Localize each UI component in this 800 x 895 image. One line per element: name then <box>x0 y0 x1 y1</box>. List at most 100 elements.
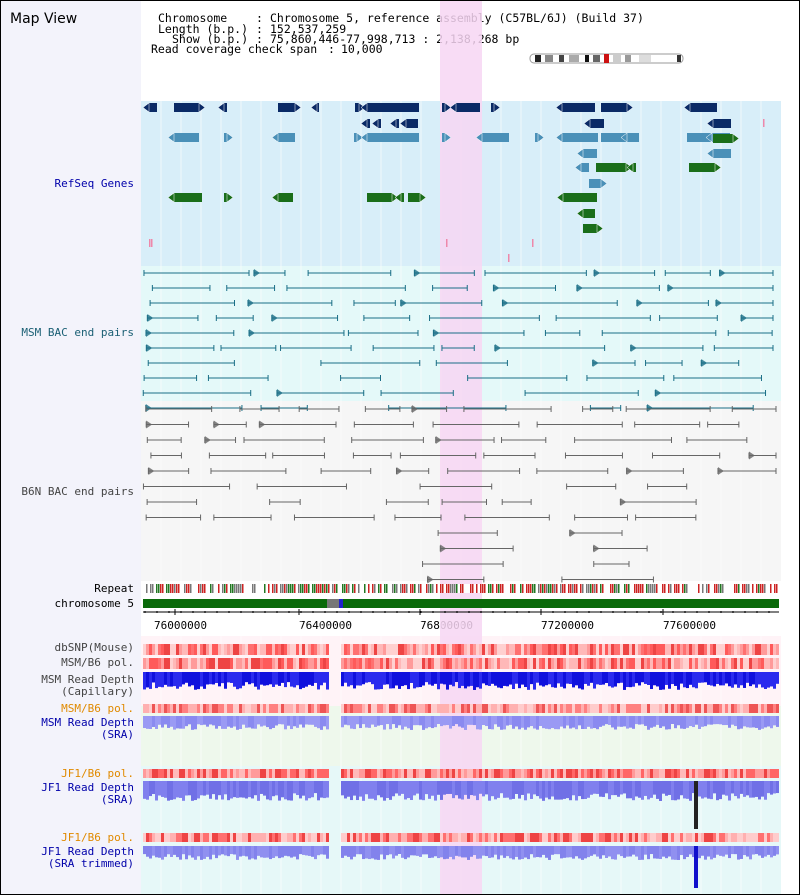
polymorphism-cell <box>212 704 215 713</box>
refseq-tick <box>763 119 765 127</box>
gene-feature <box>174 133 199 142</box>
read-depth-bar <box>689 781 692 801</box>
read-depth-bar <box>530 846 533 855</box>
polymorphism-cell <box>425 704 428 713</box>
polymorphism-cell <box>314 658 317 669</box>
polymorphism-cell <box>605 658 608 669</box>
polymorphism-cell <box>596 704 599 713</box>
read-depth-bar <box>266 846 269 858</box>
polymorphism-cell <box>461 833 464 842</box>
read-depth-bar <box>701 716 704 727</box>
polymorphism-cell <box>368 658 371 669</box>
repeat-feature <box>618 584 620 593</box>
read-depth-bar <box>158 672 161 687</box>
polymorphism-cell <box>617 769 620 778</box>
polymorphism-cell <box>251 833 254 842</box>
polymorphism-cell <box>143 769 146 778</box>
polymorphism-cell <box>467 644 470 655</box>
polymorphism-cell <box>413 658 416 669</box>
read-depth-bar <box>584 781 587 800</box>
repeat-feature <box>354 584 356 593</box>
repeat-feature <box>386 584 388 593</box>
polymorphism-cell <box>665 658 668 669</box>
show-label: Show (b.p.) <box>172 32 249 46</box>
read-depth-bar <box>272 716 275 728</box>
read-depth-bar <box>407 781 410 799</box>
read-depth-bar <box>590 846 593 856</box>
read-depth-bar <box>197 672 200 690</box>
gene-arrow <box>714 162 722 173</box>
read-depth-bar <box>659 672 662 690</box>
read-depth-bar <box>290 846 293 858</box>
read-depth-bar <box>293 672 296 688</box>
polymorphism-cell <box>290 658 293 669</box>
polymorphism-cell <box>383 704 386 713</box>
polymorphism-cell <box>530 704 533 713</box>
polymorphism-cell <box>626 644 629 655</box>
read-depth-bar <box>401 716 404 730</box>
read-depth-bar <box>167 672 170 687</box>
polymorphism-cell <box>215 833 218 842</box>
repeat-feature <box>236 584 238 593</box>
read-depth-bar <box>497 672 500 688</box>
polymorphism-cell <box>635 704 638 713</box>
read-depth-bar <box>455 716 458 725</box>
read-depth-bar <box>671 716 674 725</box>
polymorphism-cell <box>239 704 242 713</box>
polymorphism-cell <box>677 644 680 655</box>
polymorphism-cell <box>251 658 254 669</box>
read-depth-bar <box>305 846 308 856</box>
repeat-feature <box>576 584 578 593</box>
read-depth-bar <box>455 846 458 856</box>
genome-track-canvas[interactable] <box>141 1 782 894</box>
polymorphism-cell <box>173 658 176 669</box>
repeat-feature <box>172 584 174 593</box>
repeat-feature <box>302 584 304 593</box>
polymorphism-cell <box>176 769 179 778</box>
polymorphism-cell <box>209 704 212 713</box>
polymorphism-cell <box>371 769 374 778</box>
polymorphism-cell <box>650 704 653 713</box>
read-depth-bar <box>575 781 578 801</box>
read-depth-bar <box>593 781 596 794</box>
read-depth-bar <box>743 716 746 727</box>
chromosome-ideogram[interactable] <box>529 53 685 65</box>
track-label-refseq[interactable]: RefSeq Genes <box>54 177 134 190</box>
track-label-b6n-bac[interactable]: B6N BAC end pairs <box>21 485 134 498</box>
polymorphism-cell <box>479 704 482 713</box>
read-depth-bar <box>413 846 416 856</box>
read-depth-bar <box>209 846 212 860</box>
polymorphism-cell <box>563 704 566 713</box>
polymorphism-cell <box>614 704 617 713</box>
read-depth-bar <box>515 781 518 794</box>
polymorphism-cell <box>236 658 239 669</box>
read-depth-bar <box>656 781 659 799</box>
polymorphism-cell <box>665 644 668 655</box>
track-label-msm-bac[interactable]: MSM BAC end pairs <box>21 326 134 339</box>
read-depth-bar <box>704 672 707 683</box>
polymorphism-cell <box>401 644 404 655</box>
polymorphism-cell <box>299 704 302 713</box>
polymorphism-cell <box>344 658 347 669</box>
read-depth-bar <box>449 781 452 794</box>
polymorphism-cell <box>272 833 275 842</box>
repeat-feature <box>648 584 650 593</box>
read-depth-bar <box>524 846 527 858</box>
gene-feature <box>174 103 199 112</box>
read-depth-bar <box>401 781 404 794</box>
read-depth-bar <box>611 781 614 796</box>
read-depth-bar <box>662 781 665 794</box>
repeat-feature <box>234 584 236 593</box>
read-depth-bar <box>758 672 761 685</box>
repeat-feature <box>736 584 738 593</box>
read-depth-bar <box>776 672 779 684</box>
polymorphism-cell <box>143 833 146 842</box>
read-depth-bar <box>305 672 308 687</box>
polymorphism-cell <box>365 704 368 713</box>
polymorphism-cell <box>362 658 365 669</box>
polymorphism-cell <box>662 833 665 842</box>
read-depth-bar <box>677 672 680 690</box>
repeat-feature <box>162 584 164 593</box>
repeat-feature <box>636 584 638 593</box>
read-depth-bar <box>344 716 347 725</box>
